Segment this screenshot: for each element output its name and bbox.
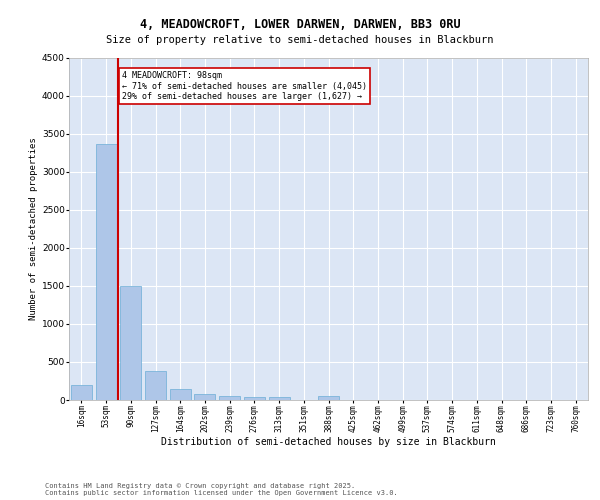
Bar [269, 396, 290, 400]
Bar [244, 396, 265, 400]
Bar [145, 371, 166, 400]
Bar [318, 396, 339, 400]
Bar [194, 394, 215, 400]
Y-axis label: Number of semi-detached properties: Number of semi-detached properties [29, 138, 38, 320]
X-axis label: Distribution of semi-detached houses by size in Blackburn: Distribution of semi-detached houses by … [161, 438, 496, 448]
Bar [95, 144, 116, 400]
Text: 4, MEADOWCROFT, LOWER DARWEN, DARWEN, BB3 0RU: 4, MEADOWCROFT, LOWER DARWEN, DARWEN, BB… [140, 18, 460, 30]
Text: Size of property relative to semi-detached houses in Blackburn: Size of property relative to semi-detach… [106, 35, 494, 45]
Text: Contains public sector information licensed under the Open Government Licence v3: Contains public sector information licen… [45, 490, 398, 496]
Bar [219, 396, 240, 400]
Text: Contains HM Land Registry data © Crown copyright and database right 2025.: Contains HM Land Registry data © Crown c… [45, 483, 355, 489]
Bar [170, 388, 191, 400]
Text: 4 MEADOWCROFT: 98sqm
← 71% of semi-detached houses are smaller (4,045)
29% of se: 4 MEADOWCROFT: 98sqm ← 71% of semi-detac… [122, 71, 367, 101]
Bar [120, 286, 141, 400]
Bar [71, 385, 92, 400]
